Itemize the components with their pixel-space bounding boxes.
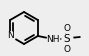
Text: O: O [63, 45, 70, 54]
Text: NH: NH [46, 34, 60, 44]
Text: N: N [7, 31, 14, 40]
Text: S: S [64, 34, 70, 44]
Text: O: O [63, 24, 70, 32]
